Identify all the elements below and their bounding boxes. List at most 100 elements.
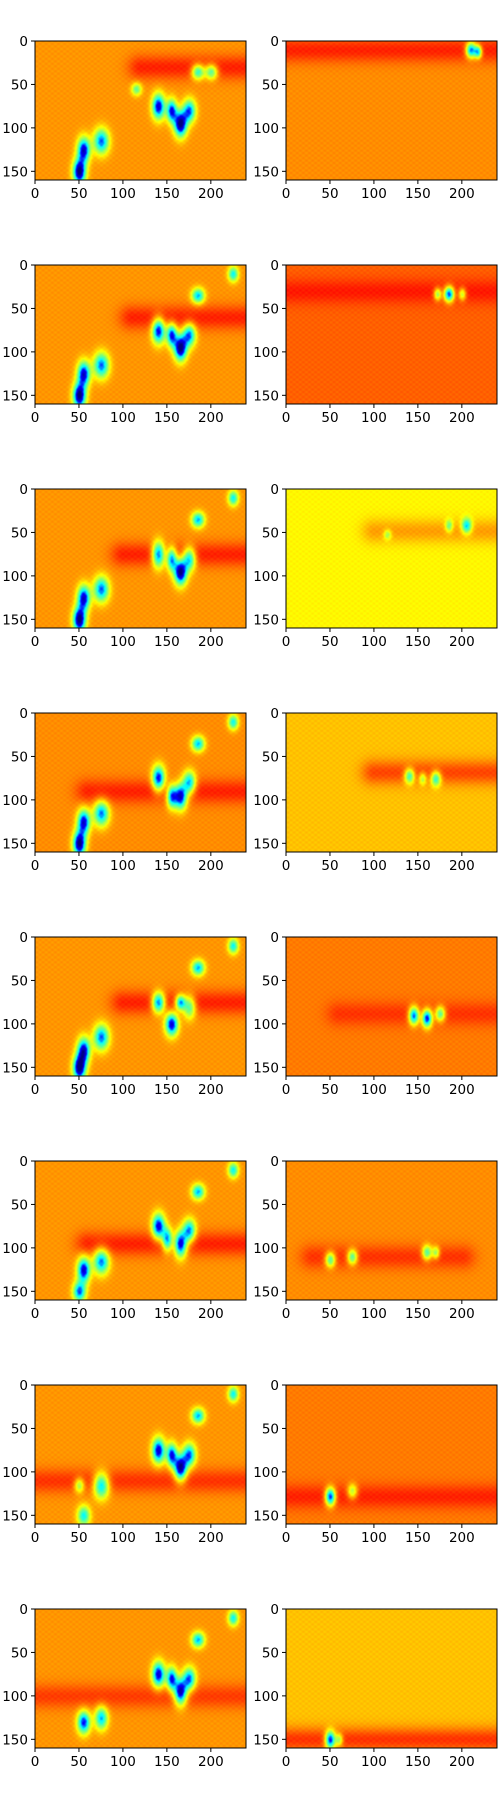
y-tick-label: 0 <box>270 930 279 946</box>
y-tick-label: 50 <box>262 1197 279 1213</box>
heatmap-image <box>35 41 246 180</box>
x-tick-label: 0 <box>282 410 291 426</box>
x-tick-label: 150 <box>154 1306 180 1322</box>
x-tick-label: 100 <box>361 186 387 202</box>
y-tick-label: 150 <box>253 1060 279 1076</box>
x-tick-label: 50 <box>70 410 87 426</box>
x-tick-label: 50 <box>70 1306 87 1322</box>
y-tick-label: 0 <box>270 706 279 722</box>
x-tick-label: 100 <box>110 410 136 426</box>
y-tick-label: 150 <box>2 1060 28 1076</box>
x-tick-label: 200 <box>198 634 224 650</box>
y-tick-label: 50 <box>262 749 279 765</box>
y-tick-label: 0 <box>19 930 28 946</box>
y-tick-label: 150 <box>253 836 279 852</box>
x-tick-label: 50 <box>321 1306 338 1322</box>
x-tick-label: 200 <box>198 1306 224 1322</box>
x-tick-label: 0 <box>282 1530 291 1546</box>
x-tick-label: 150 <box>154 410 180 426</box>
y-tick-label: 100 <box>253 793 279 809</box>
x-tick-label: 50 <box>70 1754 87 1770</box>
x-tick-label: 50 <box>321 1082 338 1098</box>
heatmap-image <box>35 713 246 852</box>
y-tick-label: 0 <box>270 482 279 498</box>
x-tick-label: 150 <box>154 858 180 874</box>
x-tick-label: 50 <box>321 410 338 426</box>
x-tick-label: 150 <box>405 1082 431 1098</box>
x-tick-label: 0 <box>31 1530 40 1546</box>
y-tick-label: 150 <box>253 164 279 180</box>
y-tick-label: 50 <box>11 1645 28 1661</box>
y-tick-label: 100 <box>2 345 28 361</box>
subplot-r5-c1: 0 50 100 150 200 0 50 100 150 <box>253 1154 498 1322</box>
subplot-r4-c1: 0 50 100 150 200 0 50 100 150 <box>253 930 498 1098</box>
heatmap-image <box>286 265 497 404</box>
y-tick-label: 100 <box>2 793 28 809</box>
axes-frame <box>285 712 498 853</box>
x-tick-label: 100 <box>110 858 136 874</box>
x-tick-label: 150 <box>405 858 431 874</box>
x-tick-label: 100 <box>361 634 387 650</box>
x-tick-label: 50 <box>70 858 87 874</box>
y-tick-label: 50 <box>262 77 279 93</box>
x-tick-label: 0 <box>282 634 291 650</box>
y-tick-label: 50 <box>262 1645 279 1661</box>
x-tick-label: 0 <box>31 634 40 650</box>
y-tick-label: 150 <box>2 612 28 628</box>
y-tick-label: 150 <box>253 612 279 628</box>
x-tick-label: 200 <box>449 1306 475 1322</box>
heatmap-image <box>35 937 246 1076</box>
y-tick-label: 0 <box>19 1602 28 1618</box>
x-tick-label: 200 <box>198 186 224 202</box>
y-tick-label: 150 <box>253 388 279 404</box>
y-tick-label: 150 <box>2 1284 28 1300</box>
x-tick-label: 100 <box>361 1530 387 1546</box>
axes-frame <box>34 1608 247 1749</box>
y-tick-label: 100 <box>253 1241 279 1257</box>
x-tick-label: 150 <box>154 1530 180 1546</box>
axes-frame <box>34 488 247 629</box>
axes-frame <box>285 40 498 181</box>
subplot-r3-c0: 0 50 100 150 200 0 50 100 150 <box>2 706 247 874</box>
x-tick-label: 0 <box>31 186 40 202</box>
x-tick-label: 0 <box>31 1754 40 1770</box>
x-tick-label: 200 <box>449 410 475 426</box>
y-tick-label: 50 <box>262 301 279 317</box>
axes-frame <box>34 936 247 1077</box>
y-tick-label: 0 <box>270 258 279 274</box>
x-tick-label: 150 <box>405 410 431 426</box>
x-tick-label: 150 <box>154 1754 180 1770</box>
heatmap-image <box>286 1609 497 1748</box>
subplot-r6-c1: 0 50 100 150 200 0 50 100 150 <box>253 1378 498 1546</box>
y-tick-label: 0 <box>19 1154 28 1170</box>
y-tick-label: 0 <box>270 1154 279 1170</box>
heatmap-image <box>35 489 246 628</box>
x-tick-label: 200 <box>449 858 475 874</box>
heatmap-image <box>35 1161 246 1300</box>
x-tick-label: 100 <box>361 1754 387 1770</box>
y-tick-label: 100 <box>253 569 279 585</box>
x-tick-label: 0 <box>282 1082 291 1098</box>
x-tick-label: 0 <box>31 858 40 874</box>
x-tick-label: 200 <box>449 1082 475 1098</box>
x-tick-label: 50 <box>70 1530 87 1546</box>
subplot-r0-c0: 0 50 100 150 200 0 50 100 150 <box>2 34 247 202</box>
x-tick-label: 50 <box>321 858 338 874</box>
y-tick-label: 50 <box>11 1421 28 1437</box>
subplot-r6-c0: 0 50 100 150 200 0 50 100 150 <box>2 1378 247 1546</box>
y-tick-label: 100 <box>2 1689 28 1705</box>
y-tick-label: 50 <box>11 525 28 541</box>
heatmap-image <box>286 1385 497 1524</box>
y-tick-label: 150 <box>253 1508 279 1524</box>
y-tick-label: 150 <box>2 836 28 852</box>
x-tick-label: 200 <box>449 1754 475 1770</box>
axes-frame <box>285 488 498 629</box>
x-tick-label: 0 <box>282 1306 291 1322</box>
axes-frame <box>285 1160 498 1301</box>
subplot-r7-c1: 0 50 100 150 200 0 50 100 150 <box>253 1602 498 1770</box>
x-tick-label: 100 <box>361 1306 387 1322</box>
y-tick-label: 50 <box>11 973 28 989</box>
subplot-r4-c0: 0 50 100 150 200 0 50 100 150 <box>2 930 247 1098</box>
